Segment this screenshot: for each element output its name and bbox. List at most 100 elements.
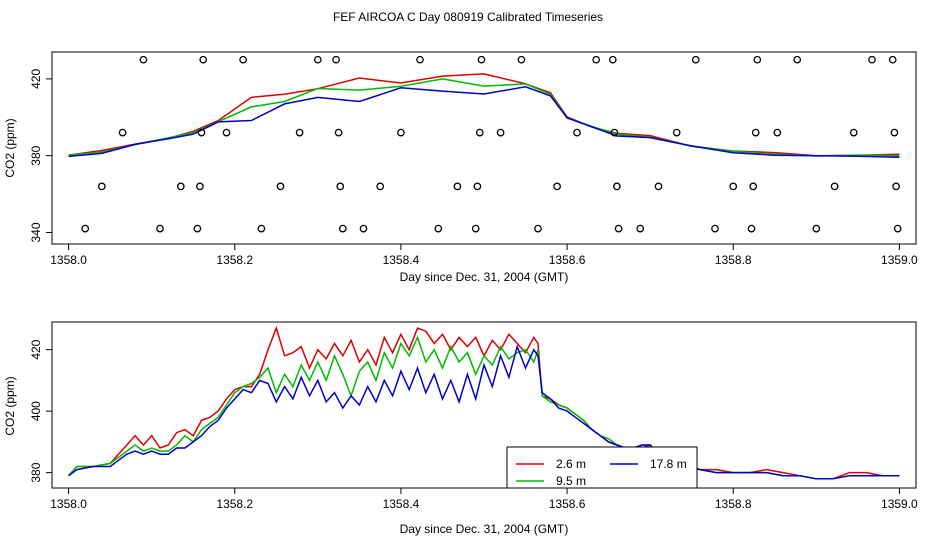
calibration-point: [334, 128, 343, 137]
calibration-point: [517, 55, 526, 64]
calibration-point: [773, 128, 782, 137]
calibration-point: [749, 182, 758, 191]
top-y-axis: 340 380 420: [29, 69, 52, 242]
calibration-point: [892, 182, 900, 191]
top-calibration-points: [81, 55, 902, 233]
calibration-point: [397, 128, 405, 137]
top-x-tick-label: 1358.4: [383, 253, 420, 267]
calibration-point: [812, 224, 821, 233]
calibration-point: [793, 55, 802, 64]
calibration-point: [890, 128, 899, 137]
calibration-point: [608, 55, 617, 64]
calibration-point: [197, 128, 206, 137]
legend-label-17.8m: 17.8 m: [650, 457, 687, 471]
top-y-tick-label: 420: [29, 69, 43, 89]
bottom-y-tick-label: 400: [29, 401, 43, 421]
top-x-tick-label: 1359.0: [881, 253, 918, 267]
bottom-y-tick-label: 380: [29, 462, 43, 482]
calibration-point: [868, 55, 876, 64]
top-y-axis-label: CO2 (ppm): [3, 118, 17, 177]
calibration-point: [295, 128, 304, 137]
calibration-point: [729, 182, 738, 191]
calibration-point: [239, 55, 247, 64]
calibration-point: [156, 224, 164, 233]
calibration-point: [496, 128, 505, 137]
top-x-tick-label: 1358.6: [549, 253, 586, 267]
legend: 2.6 m 9.5 m 17.8 m: [506, 446, 698, 489]
calibration-point: [691, 55, 700, 64]
calibration-point: [338, 224, 347, 233]
calibration-point: [753, 55, 762, 64]
bottom-x-axis: 1358.0 1358.2 1358.4 1358.6 1358.8 1359.0: [50, 488, 918, 511]
top-x-axis-label: Day since Dec. 31, 2004 (GMT): [400, 270, 569, 284]
calibration-point: [747, 224, 756, 233]
top-series-9.5m: [68, 78, 900, 157]
calibration-point: [222, 128, 231, 137]
calibration-point: [751, 128, 760, 137]
top-y-tick-label: 380: [29, 145, 43, 165]
bottom-x-tick-label: 1358.2: [216, 497, 253, 511]
bottom-x-axis-label: Day since Dec. 31, 2004 (GMT): [400, 522, 569, 536]
calibration-point: [332, 55, 340, 64]
calibration-point: [610, 128, 619, 137]
top-x-tick-label: 1358.2: [216, 253, 253, 267]
calibration-point: [711, 224, 719, 233]
calibration-point: [592, 55, 601, 64]
top-panel: 1358.0 1358.2 1358.4 1358.6 1358.8 1359.0 340…: [3, 51, 918, 284]
calibration-point: [613, 182, 621, 191]
top-y-tick-label: 340: [29, 222, 43, 242]
bottom-y-tick-label: 420: [29, 339, 43, 359]
calibration-point: [97, 182, 106, 191]
calibration-point: [176, 182, 185, 191]
bottom-x-tick-label: 1358.4: [383, 497, 420, 511]
bottom-x-tick-label: 1359.0: [881, 497, 918, 511]
calibration-point: [193, 224, 202, 233]
bottom-series-9.5m: [68, 335, 900, 480]
calibration-point: [636, 224, 645, 233]
calibration-point: [359, 224, 368, 233]
top-series-lines: [68, 73, 900, 159]
calibration-point: [313, 55, 322, 64]
calibration-point: [376, 182, 385, 191]
calibration-point: [477, 55, 486, 64]
bottom-series-17.8m: [68, 344, 900, 480]
calibration-point: [654, 182, 663, 191]
bottom-plot-frame: [51, 321, 917, 489]
calibration-point: [276, 182, 285, 191]
calibration-point: [672, 128, 681, 137]
top-x-tick-label: 1358.8: [715, 253, 752, 267]
calibration-point: [475, 128, 484, 137]
legend-label-2.6m: 2.6 m: [556, 457, 586, 471]
bottom-x-tick-label: 1358.0: [50, 497, 87, 511]
calibration-point: [830, 182, 839, 191]
legend-label-9.5m: 9.5 m: [556, 474, 586, 488]
bottom-y-axis: 380 400 420: [29, 339, 52, 483]
bottom-panel: 1358.0 1358.2 1358.4 1358.6 1358.8 1359.0 380…: [3, 321, 918, 536]
bottom-series-2.6m: [68, 325, 900, 480]
calibration-point: [81, 224, 90, 233]
calibration-point: [893, 224, 902, 233]
calibration-point: [416, 55, 424, 64]
bottom-x-tick-label: 1358.8: [715, 497, 752, 511]
bottom-series-lines: [68, 325, 900, 480]
calibration-point: [336, 182, 345, 191]
calibration-point: [139, 55, 148, 64]
calibration-point: [199, 55, 208, 64]
calibration-point: [257, 224, 266, 233]
top-plot-frame: [51, 51, 917, 245]
bottom-x-tick-label: 1358.6: [549, 497, 586, 511]
top-x-axis: 1358.0 1358.2 1358.4 1358.6 1358.8 1359.0: [50, 244, 918, 267]
calibration-point: [196, 182, 204, 191]
calibration-point: [614, 224, 623, 233]
calibration-point: [849, 128, 858, 137]
calibration-point: [471, 224, 480, 233]
calibration-point: [118, 128, 127, 137]
top-series-17.8m: [68, 86, 900, 159]
calibration-point: [888, 55, 897, 64]
top-x-tick-label: 1358.0: [50, 253, 87, 267]
calibration-point: [534, 224, 542, 233]
calibration-point: [573, 128, 581, 137]
calibration-point: [553, 182, 561, 191]
calibration-point: [434, 224, 443, 233]
